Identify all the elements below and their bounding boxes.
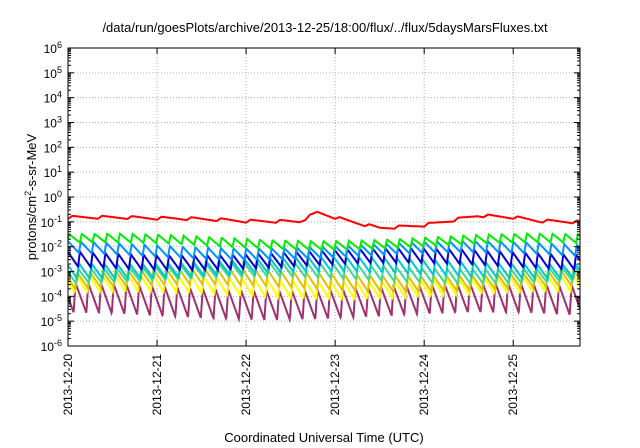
grid bbox=[68, 48, 580, 346]
y-tick-label: 10-6 bbox=[41, 338, 62, 354]
x-tick-label: 2013-12-21 bbox=[150, 354, 164, 416]
series-line bbox=[67, 239, 581, 262]
y-tick-label: 10-4 bbox=[41, 288, 62, 304]
x-tick-label: 2013-12-20 bbox=[61, 354, 75, 416]
series-group bbox=[67, 210, 581, 323]
series-line bbox=[67, 271, 581, 302]
series-line bbox=[67, 231, 581, 252]
x-tick-label: 2013-12-23 bbox=[328, 354, 342, 416]
series-line bbox=[67, 280, 581, 323]
x-tick-label: 2013-12-22 bbox=[239, 354, 253, 416]
y-tick-label: 104 bbox=[44, 90, 62, 106]
series-line bbox=[67, 210, 581, 230]
y-tick-label: 105 bbox=[44, 65, 62, 81]
y-tick-label: 10-3 bbox=[41, 264, 62, 280]
y-axis-label: protons/cm2-s-sr-MeV bbox=[23, 133, 39, 260]
series-line bbox=[67, 254, 581, 282]
y-tick-label: 101 bbox=[44, 164, 62, 180]
x-tick-label: 2013-12-24 bbox=[417, 354, 431, 416]
x-axis-label: Coordinated Universal Time (UTC) bbox=[224, 430, 423, 445]
y-axis-ticks: 106 105 104 103 102 101 100 10-1 10-2 10-3 10-4 10-… bbox=[41, 40, 580, 354]
plot-frame bbox=[67, 47, 581, 347]
x-axis-ticks: 2013-12-20 2013-12-21 2013-12-22 2013-12-23… bbox=[61, 48, 520, 415]
series-line bbox=[67, 245, 581, 273]
y-tick-label: 103 bbox=[44, 115, 62, 131]
x-tick-label: 2013-12-25 bbox=[506, 354, 520, 416]
y-tick-label: 10-1 bbox=[41, 214, 62, 230]
y-tick-label: 100 bbox=[44, 189, 62, 205]
y-tick-label: 10-2 bbox=[41, 239, 62, 255]
y-tick-label: 102 bbox=[44, 139, 62, 155]
y-tick-label: 106 bbox=[44, 40, 62, 56]
y-tick-label: 10-5 bbox=[41, 313, 62, 329]
chart-title: /data/run/goesPlots/archive/2013-12-25/1… bbox=[102, 20, 548, 35]
